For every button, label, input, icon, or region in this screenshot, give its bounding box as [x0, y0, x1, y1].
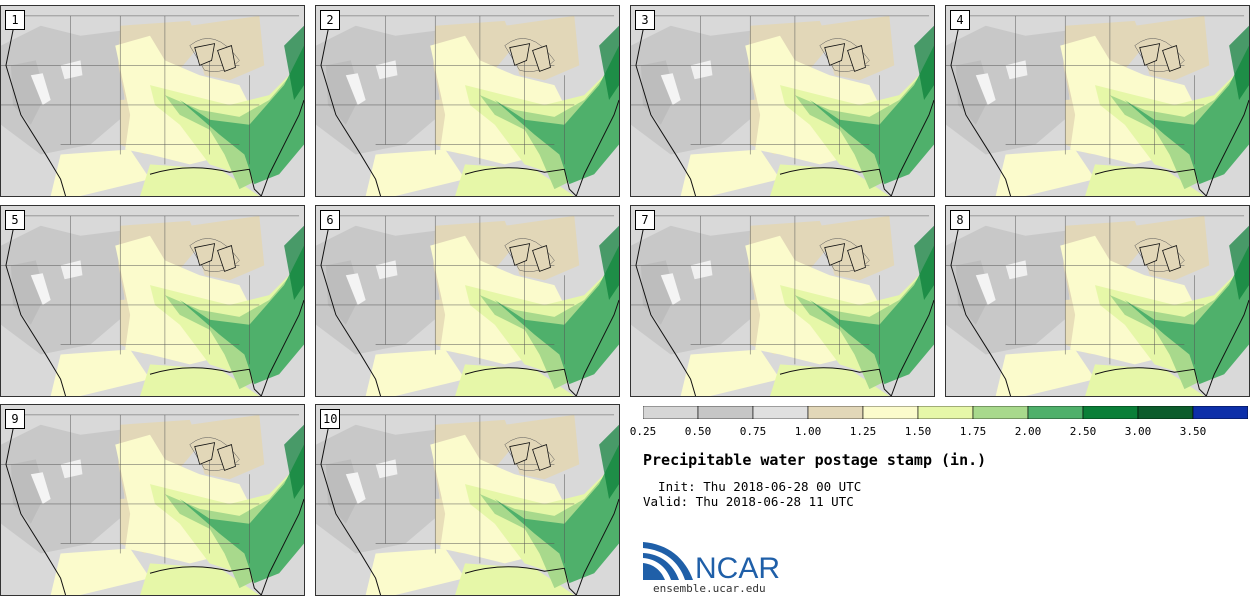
color-scale-tick-label: 1.75	[959, 425, 987, 438]
color-scale-swatch	[697, 406, 754, 419]
color-scale-bar	[643, 406, 1248, 419]
color-scale-tick-label: 1.50	[904, 425, 932, 438]
member-number-label: 7	[635, 210, 655, 230]
ncar-logo: NCAR	[643, 542, 780, 585]
color-scale-swatch	[1082, 406, 1139, 419]
member-number-label: 2	[320, 10, 340, 30]
member-number-label: 5	[5, 210, 25, 230]
color-scale-swatch	[643, 406, 699, 419]
member-number-label: 8	[950, 210, 970, 230]
color-scale-tick-label: 2.50	[1069, 425, 1097, 438]
member-number-label: 10	[320, 409, 341, 429]
init-time: Init: Thu 2018-06-28 00 UTC	[643, 479, 862, 494]
member-number-label: 4	[950, 10, 970, 30]
color-scale-swatch	[917, 406, 974, 419]
svg-text:NCAR: NCAR	[695, 552, 780, 585]
color-scale-tick-label: 0.25	[629, 425, 657, 438]
color-scale-swatch	[972, 406, 1029, 419]
color-scale-tick-label: 3.00	[1124, 425, 1152, 438]
postage-stamp-map: 5	[0, 205, 305, 397]
color-scale-tick-label: 0.75	[739, 425, 767, 438]
color-scale-swatch	[807, 406, 864, 419]
member-number-label: 6	[320, 210, 340, 230]
map-title: Precipitable water postage stamp (in.)	[643, 451, 987, 469]
color-scale-tick-label: 3.50	[1179, 425, 1207, 438]
color-scale-swatch	[1192, 406, 1248, 419]
valid-time: Valid: Thu 2018-06-28 11 UTC	[643, 494, 854, 509]
member-number-label: 3	[635, 10, 655, 30]
postage-stamp-map: 8	[945, 205, 1250, 397]
postage-stamp-map: 1	[0, 5, 305, 197]
postage-stamp-map: 4	[945, 5, 1250, 197]
postage-stamp-map: 2	[315, 5, 620, 197]
logo-url: ensemble.ucar.edu	[653, 582, 766, 595]
postage-stamp-map: 3	[630, 5, 935, 197]
color-scale-swatch	[862, 406, 919, 419]
color-scale-tick-label: 0.50	[684, 425, 712, 438]
color-scale-tick-label: 1.25	[849, 425, 877, 438]
postage-stamp-map: 6	[315, 205, 620, 397]
color-scale-tick-label: 1.00	[794, 425, 822, 438]
postage-stamp-map: 7	[630, 205, 935, 397]
color-scale-swatch	[1137, 406, 1194, 419]
color-scale-swatch	[752, 406, 809, 419]
member-number-label: 9	[5, 409, 25, 429]
postage-stamp-map: 10	[315, 404, 620, 596]
color-scale-swatch	[1027, 406, 1084, 419]
member-number-label: 1	[5, 10, 25, 30]
color-scale-tick-label: 2.00	[1014, 425, 1042, 438]
postage-stamp-map: 9	[0, 404, 305, 596]
